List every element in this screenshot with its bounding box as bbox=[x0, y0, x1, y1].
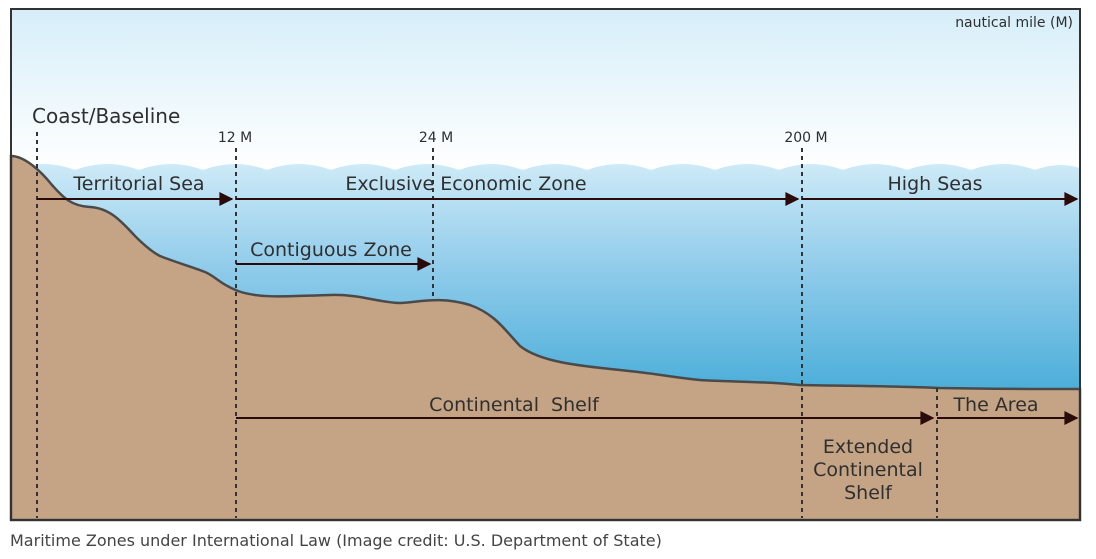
extended-shelf-label-line2: Continental bbox=[813, 459, 923, 481]
figure-caption: Maritime Zones under International Law (… bbox=[10, 531, 662, 550]
sky-background bbox=[11, 9, 1080, 169]
extended-shelf-label-line1: Extended bbox=[823, 436, 913, 458]
territorial-sea-label: Territorial Sea bbox=[72, 173, 204, 195]
seabed-land bbox=[9, 154, 1082, 522]
coast-baseline-label: Coast/Baseline bbox=[32, 104, 180, 128]
the-area-label: The Area bbox=[952, 394, 1038, 416]
marker-200m-label: 200 M bbox=[784, 130, 827, 146]
maritime-zones-diagram: nautical mile (M) Coast/Baseline 12 M 24… bbox=[9, 8, 1082, 522]
diagram-frame bbox=[10, 8, 1081, 521]
continental-shelf-label: Continental Shelf bbox=[429, 394, 600, 416]
eez-label: Exclusive Economic Zone bbox=[345, 173, 586, 195]
extended-shelf-label-line3: Shelf bbox=[844, 482, 893, 504]
marker-12m-label: 12 M bbox=[218, 130, 252, 146]
marker-24m-label: 24 M bbox=[419, 130, 453, 146]
unit-label: nautical mile (M) bbox=[955, 15, 1073, 31]
high-seas-label: High Seas bbox=[888, 173, 983, 195]
contiguous-zone-label: Contiguous Zone bbox=[250, 239, 412, 261]
